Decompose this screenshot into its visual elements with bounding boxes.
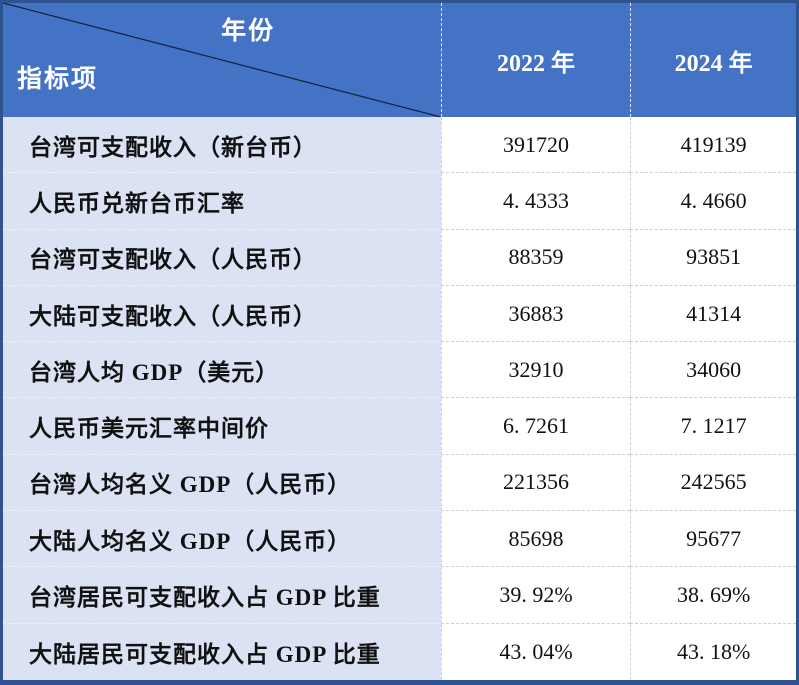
table-row: 大陆人均名义 GDP（人民币） 85698 95677 (3, 511, 796, 568)
value-2022: 32910 (440, 342, 631, 399)
value-2024: 93851 (630, 229, 796, 286)
value-2024: 7. 1217 (630, 398, 796, 455)
table-row: 台湾可支配收入（新台币） 391720 419139 (3, 117, 796, 174)
table-body: 台湾可支配收入（新台币） 391720 419139 人民币兑新台币汇率 4. … (3, 117, 796, 680)
value-2022: 88359 (440, 229, 631, 286)
table-row: 台湾人均名义 GDP（人民币） 221356 242565 (3, 454, 796, 512)
value-2024: 419139 (630, 117, 796, 174)
corner-left-label: 指标项 (17, 66, 99, 93)
value-2022: 4. 4333 (440, 173, 631, 230)
row-label: 台湾可支配收入（新台币） (3, 117, 441, 174)
row-label: 台湾人均名义 GDP（人民币） (3, 454, 441, 512)
value-2024: 4. 4660 (630, 173, 796, 230)
table-row: 大陆居民可支配收入占 GDP 比重 43. 04% 43. 18% (3, 623, 796, 680)
row-label: 台湾人均 GDP（美元） (3, 342, 441, 399)
value-2024: 41314 (630, 285, 796, 343)
row-label: 大陆可支配收入（人民币） (3, 285, 441, 343)
value-2022: 39. 92% (440, 567, 631, 624)
value-2022: 221356 (440, 454, 631, 512)
table-header-row: 年份 指标项 2022 年 2024 年 (3, 3, 796, 117)
value-2024: 43. 18% (630, 623, 796, 680)
value-2022: 43. 04% (440, 623, 631, 680)
column-header-2024: 2024 年 (630, 3, 796, 117)
table-row: 台湾居民可支配收入占 GDP 比重 39. 92% 38. 69% (3, 567, 796, 624)
row-label: 台湾居民可支配收入占 GDP 比重 (3, 567, 441, 624)
value-2024: 95677 (630, 511, 796, 568)
row-label: 大陆居民可支配收入占 GDP 比重 (3, 623, 441, 680)
row-label: 台湾可支配收入（人民币） (3, 229, 441, 286)
diagonal-divider-line (3, 3, 441, 117)
table-row: 人民币兑新台币汇率 4. 4333 4. 4660 (3, 173, 796, 230)
row-label: 人民币兑新台币汇率 (3, 173, 441, 230)
table-row: 台湾可支配收入（人民币） 88359 93851 (3, 229, 796, 286)
column-header-2022: 2022 年 (440, 3, 631, 117)
value-2022: 6. 7261 (440, 398, 631, 455)
table-row: 台湾人均 GDP（美元） 32910 34060 (3, 342, 796, 399)
table-row: 人民币美元汇率中间价 6. 7261 7. 1217 (3, 398, 796, 455)
value-2022: 391720 (440, 117, 631, 174)
value-2024: 242565 (630, 454, 796, 512)
value-2024: 38. 69% (630, 567, 796, 624)
row-label: 大陆人均名义 GDP（人民币） (3, 511, 441, 568)
value-2024: 34060 (630, 342, 796, 399)
value-2022: 36883 (440, 285, 631, 343)
value-2022: 85698 (440, 511, 631, 568)
corner-top-label: 年份 (221, 18, 276, 45)
table-row: 大陆可支配收入（人民币） 36883 41314 (3, 285, 796, 343)
row-label: 人民币美元汇率中间价 (3, 398, 441, 455)
corner-header-cell: 年份 指标项 (3, 3, 441, 117)
